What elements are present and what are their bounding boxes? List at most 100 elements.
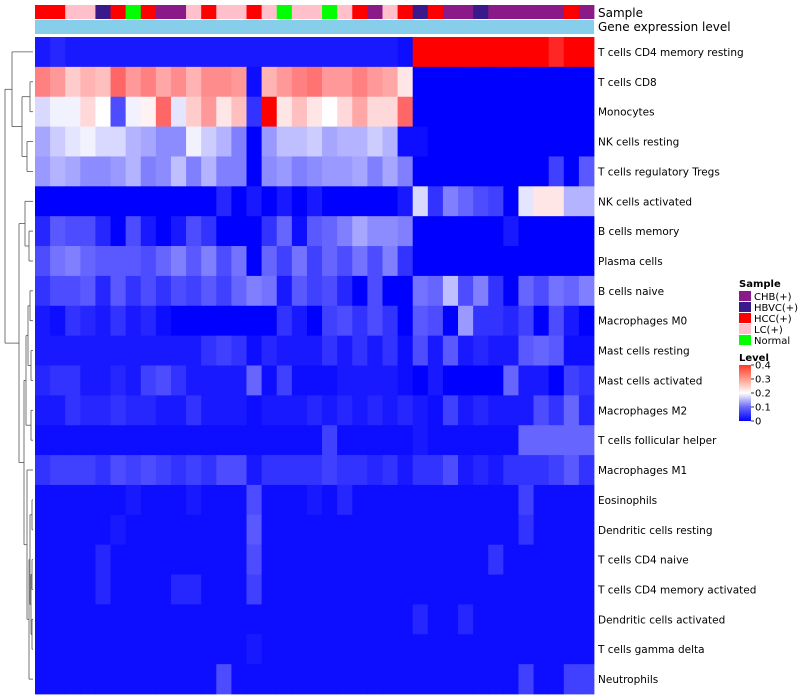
heatmap-cell [518, 335, 534, 366]
sample-annotation-cell [548, 5, 565, 19]
heatmap-cell [155, 574, 172, 605]
heatmap-cell [276, 96, 293, 127]
heatmap-cell [473, 335, 489, 366]
heatmap-cell [488, 335, 504, 366]
heatmap-cell [352, 96, 368, 127]
heatmap-cell [382, 395, 398, 426]
heatmap-cell [488, 37, 504, 68]
heatmap-cell [231, 574, 247, 605]
heatmap-cell [352, 365, 368, 396]
heatmap-cell [412, 604, 429, 635]
heatmap-cell [125, 305, 142, 337]
heatmap-cell [186, 126, 202, 157]
heatmap-cell [170, 216, 187, 247]
heatmap-cell [518, 275, 534, 307]
heatmap-cell [155, 275, 172, 307]
heatmap-cell [442, 574, 459, 605]
heatmap-cell [186, 395, 202, 426]
sample-annotation-cell [65, 5, 81, 19]
heatmap-cell [276, 126, 293, 157]
heatmap-cell [170, 484, 187, 516]
heatmap-cell [382, 66, 398, 98]
heatmap-cell [201, 186, 217, 217]
heatmap-cell [276, 574, 293, 605]
heatmap-cell [367, 66, 383, 98]
heatmap-cell [322, 275, 338, 307]
heatmap-cell [352, 484, 368, 516]
gene-expression-track-label: Gene expression level [598, 20, 731, 34]
sample-legend-swatch [739, 291, 751, 301]
heatmap-cell [578, 395, 595, 426]
heatmap-cell [50, 544, 66, 575]
heatmap-cell [216, 37, 232, 68]
heatmap-cell [186, 275, 202, 307]
row-label: Mast cells resting [598, 346, 690, 358]
heatmap-cell [337, 37, 353, 68]
heatmap-cell [473, 664, 489, 695]
heatmap-cell [186, 664, 202, 695]
heatmap-cell [246, 186, 263, 217]
heatmap-cell [65, 634, 81, 665]
heatmap-cell [291, 156, 308, 187]
heatmap-cell [578, 335, 595, 366]
heatmap-cell [291, 604, 308, 635]
heatmap-cell [170, 186, 187, 217]
heatmap-cell [458, 96, 474, 127]
heatmap-cell [50, 66, 66, 98]
heatmap-cell [306, 484, 323, 516]
heatmap-cell [201, 604, 217, 635]
heatmap-cell [261, 126, 278, 157]
heatmap-cell [35, 574, 51, 605]
heatmap-cell [548, 425, 565, 456]
heatmap-cell [488, 425, 504, 456]
heatmap-cell [125, 126, 142, 157]
heatmap-cell [518, 574, 534, 605]
heatmap-cell [518, 186, 534, 217]
heatmap-cell [50, 37, 66, 68]
heatmap-cell [548, 186, 565, 217]
heatmap-cell [35, 216, 51, 247]
heatmap-cell [427, 634, 444, 665]
heatmap-cell [533, 275, 550, 307]
heatmap-cell [216, 484, 232, 516]
sample-annotation-cell [488, 5, 504, 19]
heatmap-cell [458, 634, 474, 665]
heatmap-cell [533, 305, 550, 337]
heatmap-cell [488, 186, 504, 217]
heatmap-cell [367, 514, 383, 546]
heatmap-cell [473, 455, 489, 486]
heatmap-cell [306, 126, 323, 157]
row-label: Mast cells activated [598, 375, 702, 387]
level-colorbar [739, 365, 751, 421]
heatmap-cell [125, 484, 142, 516]
heatmap-cell [95, 96, 111, 127]
heatmap-cell [125, 216, 142, 247]
heatmap-cell [291, 455, 308, 486]
heatmap-cell [578, 604, 595, 635]
heatmap-cell [276, 186, 293, 217]
heatmap-cell [412, 305, 429, 337]
heatmap-cell [186, 425, 202, 456]
heatmap-cell [382, 335, 398, 366]
heatmap-cell [548, 365, 565, 396]
heatmap-cell [533, 246, 550, 277]
heatmap-cell [261, 544, 278, 575]
heatmap-cell [155, 544, 172, 575]
heatmap-cell [503, 634, 519, 665]
heatmap-cell [95, 186, 111, 217]
heatmap-cell [80, 455, 96, 486]
heatmap-cell [140, 664, 157, 695]
heatmap-cell [488, 634, 504, 665]
heatmap-cell [216, 186, 232, 217]
heatmap-cell [578, 37, 595, 68]
heatmap-cell [503, 66, 519, 98]
heatmap-cell [170, 455, 187, 486]
heatmap-cell [35, 365, 51, 396]
heatmap-cell [291, 425, 308, 456]
sample-legend-label: HCC(+) [754, 314, 792, 325]
heatmap-cell [503, 425, 519, 456]
heatmap-cell [518, 365, 534, 396]
heatmap-cell [488, 544, 504, 575]
heatmap-cell [427, 66, 444, 98]
level-legend: Level 0.4 0.3 0.2 0.1 0 [739, 353, 771, 428]
